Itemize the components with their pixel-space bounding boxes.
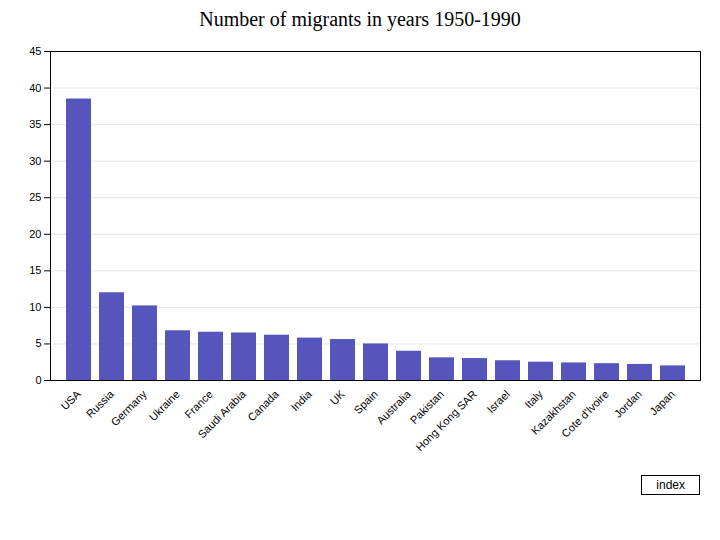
svg-text:Spain: Spain	[352, 388, 380, 416]
svg-text:45: 45	[29, 45, 41, 57]
svg-text:Hong Kong SAR: Hong Kong SAR	[413, 388, 479, 454]
svg-text:Germany: Germany	[108, 387, 149, 428]
svg-text:France: France	[182, 388, 215, 421]
svg-text:Saudi Arabia: Saudi Arabia	[195, 387, 248, 440]
svg-text:0: 0	[35, 374, 41, 386]
svg-text:UK: UK	[328, 387, 348, 407]
svg-text:Jordan: Jordan	[612, 388, 644, 420]
svg-text:Pakistan: Pakistan	[407, 387, 446, 427]
svg-text:Japan: Japan	[647, 388, 677, 418]
svg-text:5: 5	[35, 337, 41, 349]
svg-text:40: 40	[29, 82, 41, 94]
svg-text:15: 15	[29, 264, 41, 276]
svg-text:USA: USA	[58, 387, 83, 412]
svg-text:30: 30	[29, 155, 41, 167]
html-text:index: index	[656, 478, 685, 492]
svg-text:Russia: Russia	[84, 387, 117, 420]
svg-text:Kazakhstan: Kazakhstan	[528, 387, 578, 437]
svg-text:20: 20	[29, 228, 41, 240]
svg-text:Israel: Israel	[484, 388, 512, 416]
svg-text:Cote d'Ivoire: Cote d'Ivoire	[559, 388, 611, 440]
svg-text:25: 25	[29, 191, 41, 203]
html-text:Number of migrants in years 19: Number of migrants in years 1950-1990	[199, 8, 521, 30]
svg-text:Australia: Australia	[374, 387, 413, 426]
svg-text:Italy: Italy	[522, 387, 545, 410]
svg-text:Canada: Canada	[245, 387, 281, 423]
svg-text:35: 35	[29, 118, 41, 130]
svg-text:Ukraine: Ukraine	[147, 388, 182, 423]
svg-text:10: 10	[29, 301, 41, 313]
svg-text:India: India	[289, 387, 315, 413]
